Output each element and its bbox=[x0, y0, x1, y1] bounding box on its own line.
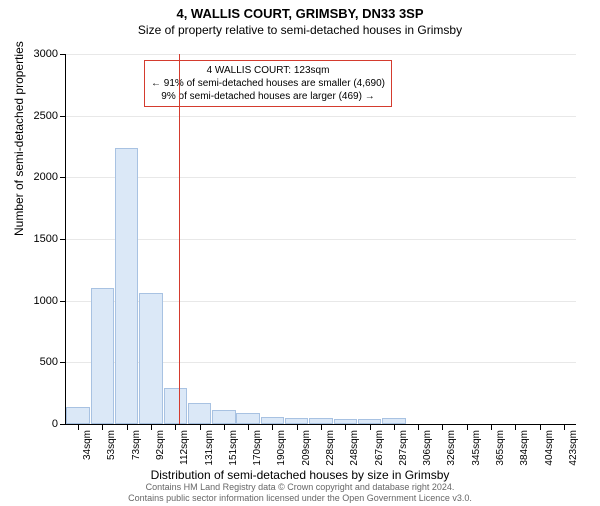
x-tick-label: 423sqm bbox=[568, 430, 579, 466]
y-tick bbox=[60, 116, 65, 117]
y-tick bbox=[60, 362, 65, 363]
x-tick-label: 326sqm bbox=[446, 430, 457, 466]
x-tick bbox=[78, 425, 79, 430]
histogram-bar bbox=[115, 148, 138, 424]
x-tick-label: 228sqm bbox=[325, 430, 336, 466]
histogram-bar bbox=[236, 413, 259, 424]
footer-line2: Contains public sector information licen… bbox=[0, 493, 600, 504]
grid-line bbox=[66, 54, 576, 55]
chart-title-sub: Size of property relative to semi-detach… bbox=[0, 23, 600, 37]
x-tick bbox=[345, 425, 346, 430]
y-tick-label: 1500 bbox=[34, 233, 58, 245]
x-tick bbox=[442, 425, 443, 430]
y-tick bbox=[60, 301, 65, 302]
grid-line bbox=[66, 116, 576, 117]
reference-line bbox=[179, 54, 180, 424]
y-axis-title: Number of semi-detached properties bbox=[12, 41, 26, 236]
chart-container: 4, WALLIS COURT, GRIMSBY, DN33 3SP Size … bbox=[0, 6, 600, 506]
x-tick-label: 131sqm bbox=[204, 430, 215, 466]
x-tick-label: 209sqm bbox=[301, 430, 312, 466]
y-tick bbox=[60, 239, 65, 240]
annotation-line1: 4 WALLIS COURT: 123sqm bbox=[151, 64, 385, 77]
histogram-bar bbox=[139, 293, 162, 424]
y-tick-label: 3000 bbox=[34, 48, 58, 60]
grid-line bbox=[66, 177, 576, 178]
footer-line1: Contains HM Land Registry data © Crown c… bbox=[0, 482, 600, 493]
y-tick bbox=[60, 54, 65, 55]
histogram-bar bbox=[212, 410, 235, 424]
x-tick-label: 190sqm bbox=[276, 430, 287, 466]
x-tick bbox=[394, 425, 395, 430]
x-tick-label: 287sqm bbox=[398, 430, 409, 466]
x-tick-label: 267sqm bbox=[374, 430, 385, 466]
x-tick-label: 365sqm bbox=[495, 430, 506, 466]
histogram-bar bbox=[164, 388, 187, 424]
x-tick-label: 53sqm bbox=[106, 430, 117, 460]
y-tick-label: 2500 bbox=[34, 110, 58, 122]
x-tick-label: 112sqm bbox=[179, 430, 190, 465]
x-tick bbox=[151, 425, 152, 430]
x-tick bbox=[515, 425, 516, 430]
histogram-bar bbox=[382, 418, 405, 424]
chart-title-main: 4, WALLIS COURT, GRIMSBY, DN33 3SP bbox=[0, 6, 600, 21]
x-tick bbox=[370, 425, 371, 430]
x-tick bbox=[102, 425, 103, 430]
x-tick bbox=[540, 425, 541, 430]
x-tick-label: 404sqm bbox=[544, 430, 555, 466]
x-tick bbox=[224, 425, 225, 430]
x-tick bbox=[297, 425, 298, 430]
x-tick-label: 248sqm bbox=[349, 430, 360, 466]
histogram-bar bbox=[261, 417, 284, 424]
x-tick bbox=[564, 425, 565, 430]
x-tick-label: 384sqm bbox=[519, 430, 530, 466]
x-tick-label: 73sqm bbox=[131, 430, 142, 460]
x-tick bbox=[200, 425, 201, 430]
x-tick bbox=[491, 425, 492, 430]
y-tick-label: 0 bbox=[52, 418, 58, 430]
plot-area: 4 WALLIS COURT: 123sqm ← 91% of semi-det… bbox=[65, 54, 576, 425]
x-tick bbox=[272, 425, 273, 430]
y-tick-label: 2000 bbox=[34, 171, 58, 183]
x-tick bbox=[248, 425, 249, 430]
x-tick bbox=[175, 425, 176, 430]
x-tick-label: 170sqm bbox=[252, 430, 263, 466]
x-tick bbox=[321, 425, 322, 430]
y-tick-label: 1000 bbox=[34, 295, 58, 307]
annotation-line3: 9% of semi-detached houses are larger (4… bbox=[151, 90, 385, 103]
histogram-bar bbox=[309, 418, 332, 424]
x-axis-title: Distribution of semi-detached houses by … bbox=[0, 468, 600, 482]
x-tick bbox=[127, 425, 128, 430]
x-tick bbox=[467, 425, 468, 430]
grid-line bbox=[66, 239, 576, 240]
histogram-bar bbox=[285, 418, 308, 424]
x-tick-label: 306sqm bbox=[422, 430, 433, 466]
annotation-box: 4 WALLIS COURT: 123sqm ← 91% of semi-det… bbox=[144, 60, 392, 107]
y-tick bbox=[60, 177, 65, 178]
annotation-line2: ← 91% of semi-detached houses are smalle… bbox=[151, 77, 385, 90]
histogram-bar bbox=[66, 407, 89, 424]
histogram-bar bbox=[334, 419, 357, 424]
x-tick-label: 34sqm bbox=[82, 430, 93, 460]
x-tick bbox=[418, 425, 419, 430]
histogram-bar bbox=[91, 288, 114, 424]
x-tick-label: 345sqm bbox=[471, 430, 482, 466]
y-tick-label: 500 bbox=[40, 356, 58, 368]
histogram-bar bbox=[188, 403, 211, 424]
x-tick-label: 151sqm bbox=[228, 430, 239, 466]
y-tick bbox=[60, 424, 65, 425]
histogram-bar bbox=[358, 419, 381, 424]
footer: Contains HM Land Registry data © Crown c… bbox=[0, 482, 600, 504]
x-tick-label: 92sqm bbox=[155, 430, 166, 460]
